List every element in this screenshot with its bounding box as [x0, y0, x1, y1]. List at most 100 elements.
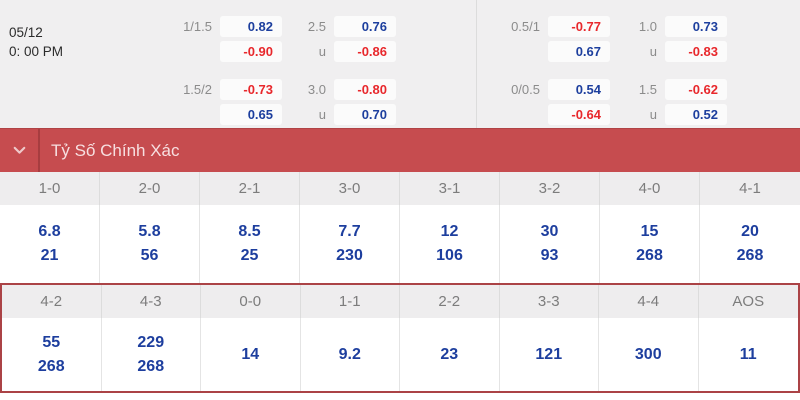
odds-under-button[interactable]: 0.52: [665, 104, 727, 125]
score-header: 3-2: [500, 172, 600, 205]
under-label: u: [649, 44, 657, 59]
odds-value: 0.76: [361, 19, 387, 34]
odds-value: 0.67: [575, 44, 601, 59]
odds-value: 0.70: [361, 107, 387, 122]
odds-value: 12: [440, 223, 459, 240]
odds-home-button[interactable]: -0.73: [220, 79, 282, 100]
total-left-row2: 3.0 u -0.80 0.70: [296, 79, 396, 125]
score-odds-cell[interactable]: 6.8 21: [0, 205, 100, 283]
score-header: 4-0: [600, 172, 700, 205]
odds-value: 20: [741, 223, 759, 240]
odds-value: 0.52: [692, 107, 718, 122]
odds-value: 5.8: [138, 223, 161, 240]
score-header: 3-1: [400, 172, 500, 205]
score-header: 4-4: [599, 285, 699, 318]
odds-under-button[interactable]: -0.86: [334, 41, 396, 62]
score-header: 2-0: [100, 172, 200, 205]
odds-over-button[interactable]: -0.80: [334, 79, 396, 100]
odds-value: -0.80: [357, 82, 387, 97]
odds-under-button[interactable]: -0.83: [665, 41, 727, 62]
odds-value: 56: [140, 247, 159, 264]
odds-value: 106: [436, 247, 463, 264]
odds-value: -0.77: [571, 19, 601, 34]
odds-away-button[interactable]: -0.90: [220, 41, 282, 62]
correct-score-block-1: 1-0 2-0 2-1 3-0 3-1 3-2 4-0 4-1 6.8 21 5.…: [0, 172, 800, 283]
score-odds-cell[interactable]: 55 268: [2, 318, 102, 391]
odds-away-button[interactable]: 0.67: [548, 41, 610, 62]
score-odds-cell[interactable]: 12 106: [400, 205, 500, 283]
odds-under-button[interactable]: 0.70: [334, 104, 396, 125]
odds-value: -0.83: [688, 44, 718, 59]
odds-value: 0.65: [247, 107, 273, 122]
bar-divider: [38, 129, 40, 172]
odds-over-button[interactable]: 0.73: [665, 16, 727, 37]
total-left-row1: 2.5 u 0.76 -0.86: [296, 16, 396, 62]
odds-value: 23: [440, 345, 459, 363]
score-odds-row: 55 268 229 268 14 9.2 23 121 300 11: [2, 318, 798, 391]
score-odds-cell[interactable]: 8.5 25: [200, 205, 300, 283]
odds-value: 230: [336, 247, 363, 264]
score-header: 4-3: [102, 285, 201, 318]
total-line-label: 1.5: [638, 82, 657, 97]
score-odds-row: 6.8 21 5.8 56 8.5 25 7.7 230 12 106 30 93 15 26…: [0, 205, 800, 283]
score-odds-cell[interactable]: 11: [699, 318, 799, 391]
score-odds-cell[interactable]: 300: [599, 318, 699, 391]
match-datetime: 05/12 0: 00 PM: [9, 23, 63, 61]
odds-value: -0.64: [571, 107, 601, 122]
handicap-label: 0.5/1: [511, 19, 540, 34]
section-title: Tỷ Số Chính Xác: [51, 140, 180, 160]
total-line-label: 2.5: [307, 19, 326, 34]
score-header-row: 1-0 2-0 2-1 3-0 3-1 3-2 4-0 4-1: [0, 172, 800, 205]
score-odds-cell[interactable]: 7.7 230: [300, 205, 400, 283]
odds-value: -0.62: [688, 82, 718, 97]
odds-home-button[interactable]: 0.82: [220, 16, 282, 37]
odds-value: 0.73: [692, 19, 718, 34]
under-label: u: [318, 107, 326, 122]
score-odds-cell[interactable]: 23: [400, 318, 500, 391]
score-odds-cell[interactable]: 121: [500, 318, 599, 391]
under-label: u: [318, 44, 326, 59]
match-odds-section: 05/12 0: 00 PM 1/1.5 0.82 -0.90 2.5 u 0.…: [0, 0, 800, 128]
score-header: 0-0: [201, 285, 301, 318]
odds-away-button[interactable]: -0.64: [548, 104, 610, 125]
odds-value: 15: [640, 223, 659, 240]
odds-value: 14: [241, 345, 260, 363]
handicap-left-row1: 1/1.5 0.82 -0.90: [167, 16, 282, 62]
score-header-row: 4-2 4-3 0-0 1-1 2-2 3-3 4-4 AOS: [2, 285, 798, 318]
score-header: 1-0: [0, 172, 100, 205]
handicap-label: 1/1.5: [183, 19, 212, 34]
odds-value: 268: [137, 357, 165, 375]
odds-home-button[interactable]: -0.77: [548, 16, 610, 37]
odds-value: 9.2: [338, 345, 361, 363]
odds-over-button[interactable]: 0.76: [334, 16, 396, 37]
odds-home-button[interactable]: 0.54: [548, 79, 610, 100]
odds-value: 21: [40, 247, 59, 264]
score-odds-cell[interactable]: 30 93: [500, 205, 600, 283]
label-spacer: [495, 41, 540, 62]
handicap-left-row2: 1.5/2 -0.73 0.65: [167, 79, 282, 125]
score-odds-cell[interactable]: 229 268: [102, 318, 201, 391]
odds-value: 268: [37, 357, 65, 375]
label-spacer: [167, 41, 212, 62]
correct-score-section-header[interactable]: Tỷ Số Chính Xác: [0, 128, 800, 172]
score-odds-cell[interactable]: 14: [201, 318, 301, 391]
odds-value: 7.7: [338, 223, 361, 240]
score-odds-cell[interactable]: 20 268: [700, 205, 800, 283]
score-header: 1-1: [301, 285, 400, 318]
score-odds-cell[interactable]: 9.2: [301, 318, 400, 391]
collapse-toggle[interactable]: [0, 129, 38, 172]
label-spacer: [495, 104, 540, 125]
score-header: AOS: [732, 293, 765, 310]
total-right-row2: 1.5 u -0.62 0.52: [627, 79, 727, 125]
label-spacer: [167, 104, 212, 125]
handicap-label: 1.5/2: [183, 82, 212, 97]
score-header: 4-2: [2, 285, 102, 318]
total-line-label: 1.0: [638, 19, 657, 34]
total-line-label: 3.0: [307, 82, 326, 97]
handicap-right-row1: 0.5/1 -0.77 0.67: [495, 16, 610, 62]
odds-away-button[interactable]: 0.65: [220, 104, 282, 125]
score-odds-cell[interactable]: 15 268: [600, 205, 700, 283]
odds-value: 6.8: [38, 223, 61, 240]
odds-over-button[interactable]: -0.62: [665, 79, 727, 100]
score-odds-cell[interactable]: 5.8 56: [100, 205, 200, 283]
